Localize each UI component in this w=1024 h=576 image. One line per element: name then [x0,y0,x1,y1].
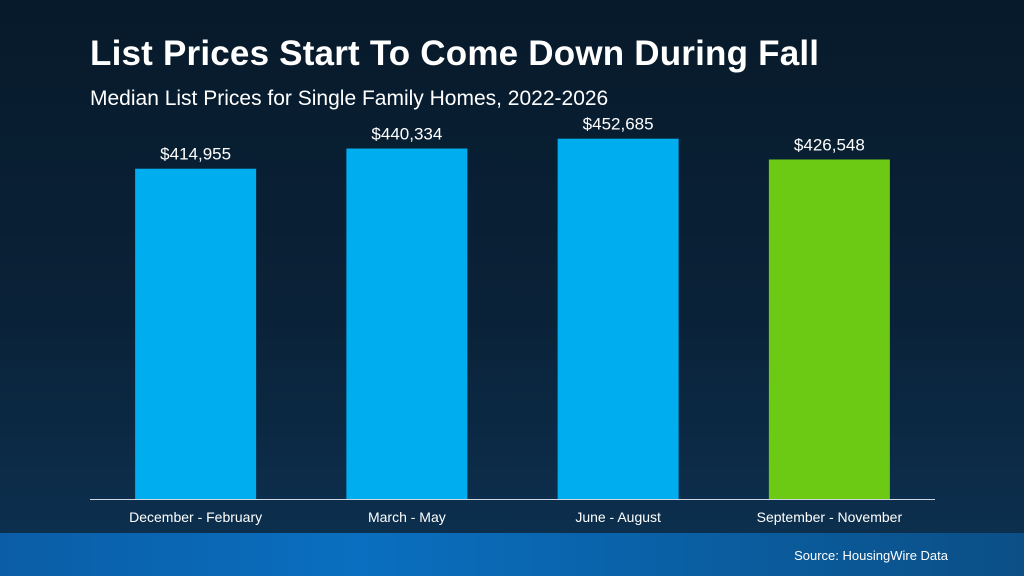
data-label: $440,334 [371,125,442,144]
x-tick-label: June - August [575,509,661,525]
x-tick-label: March - May [368,509,446,525]
bar [557,138,679,499]
x-tick-label: December - February [129,509,262,525]
data-label: $452,685 [583,115,654,134]
footer-bar: Source: HousingWire Data [0,533,1024,576]
source-note: Source: HousingWire Data [794,548,948,563]
data-label: $414,955 [160,145,231,164]
chart-title: List Prices Start To Come Down During Fa… [90,34,820,73]
bar [135,168,257,499]
x-tick-label: September - November [757,509,903,525]
bar [768,159,890,499]
bar [346,148,468,499]
data-label: $426,548 [794,135,865,154]
chart-subtitle: Median List Prices for Single Family Hom… [90,87,609,110]
